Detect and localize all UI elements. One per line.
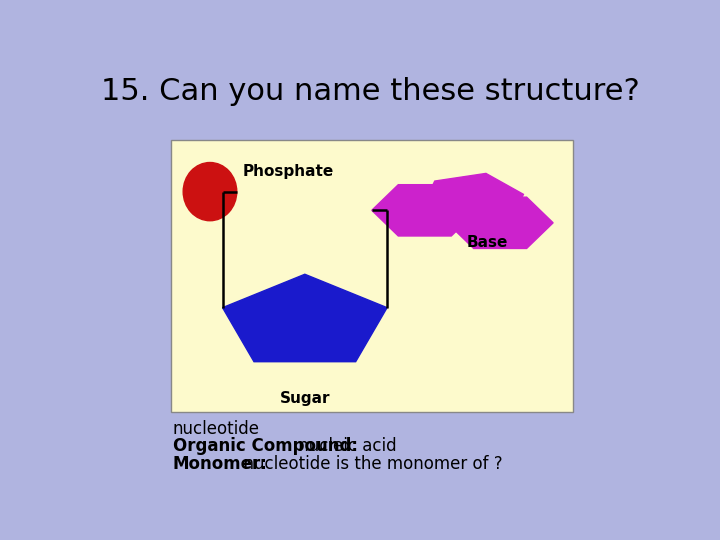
Text: Base: Base [467,235,508,250]
Polygon shape [421,173,523,231]
Polygon shape [372,185,478,236]
Polygon shape [447,197,553,248]
Ellipse shape [183,163,237,221]
Text: Phosphate: Phosphate [243,164,333,179]
Text: nucleotide is the monomer of ?: nucleotide is the monomer of ? [233,455,503,473]
FancyBboxPatch shape [171,140,572,412]
Text: nucleotide: nucleotide [173,420,260,438]
Polygon shape [222,274,387,362]
Text: 15. Can you name these structure?: 15. Can you name these structure? [101,77,640,106]
Text: Sugar: Sugar [279,391,330,406]
Text: Organic Compound:: Organic Compound: [173,437,358,455]
Text: nucleic acid: nucleic acid [292,437,396,455]
Text: Monomer:: Monomer: [173,455,267,473]
